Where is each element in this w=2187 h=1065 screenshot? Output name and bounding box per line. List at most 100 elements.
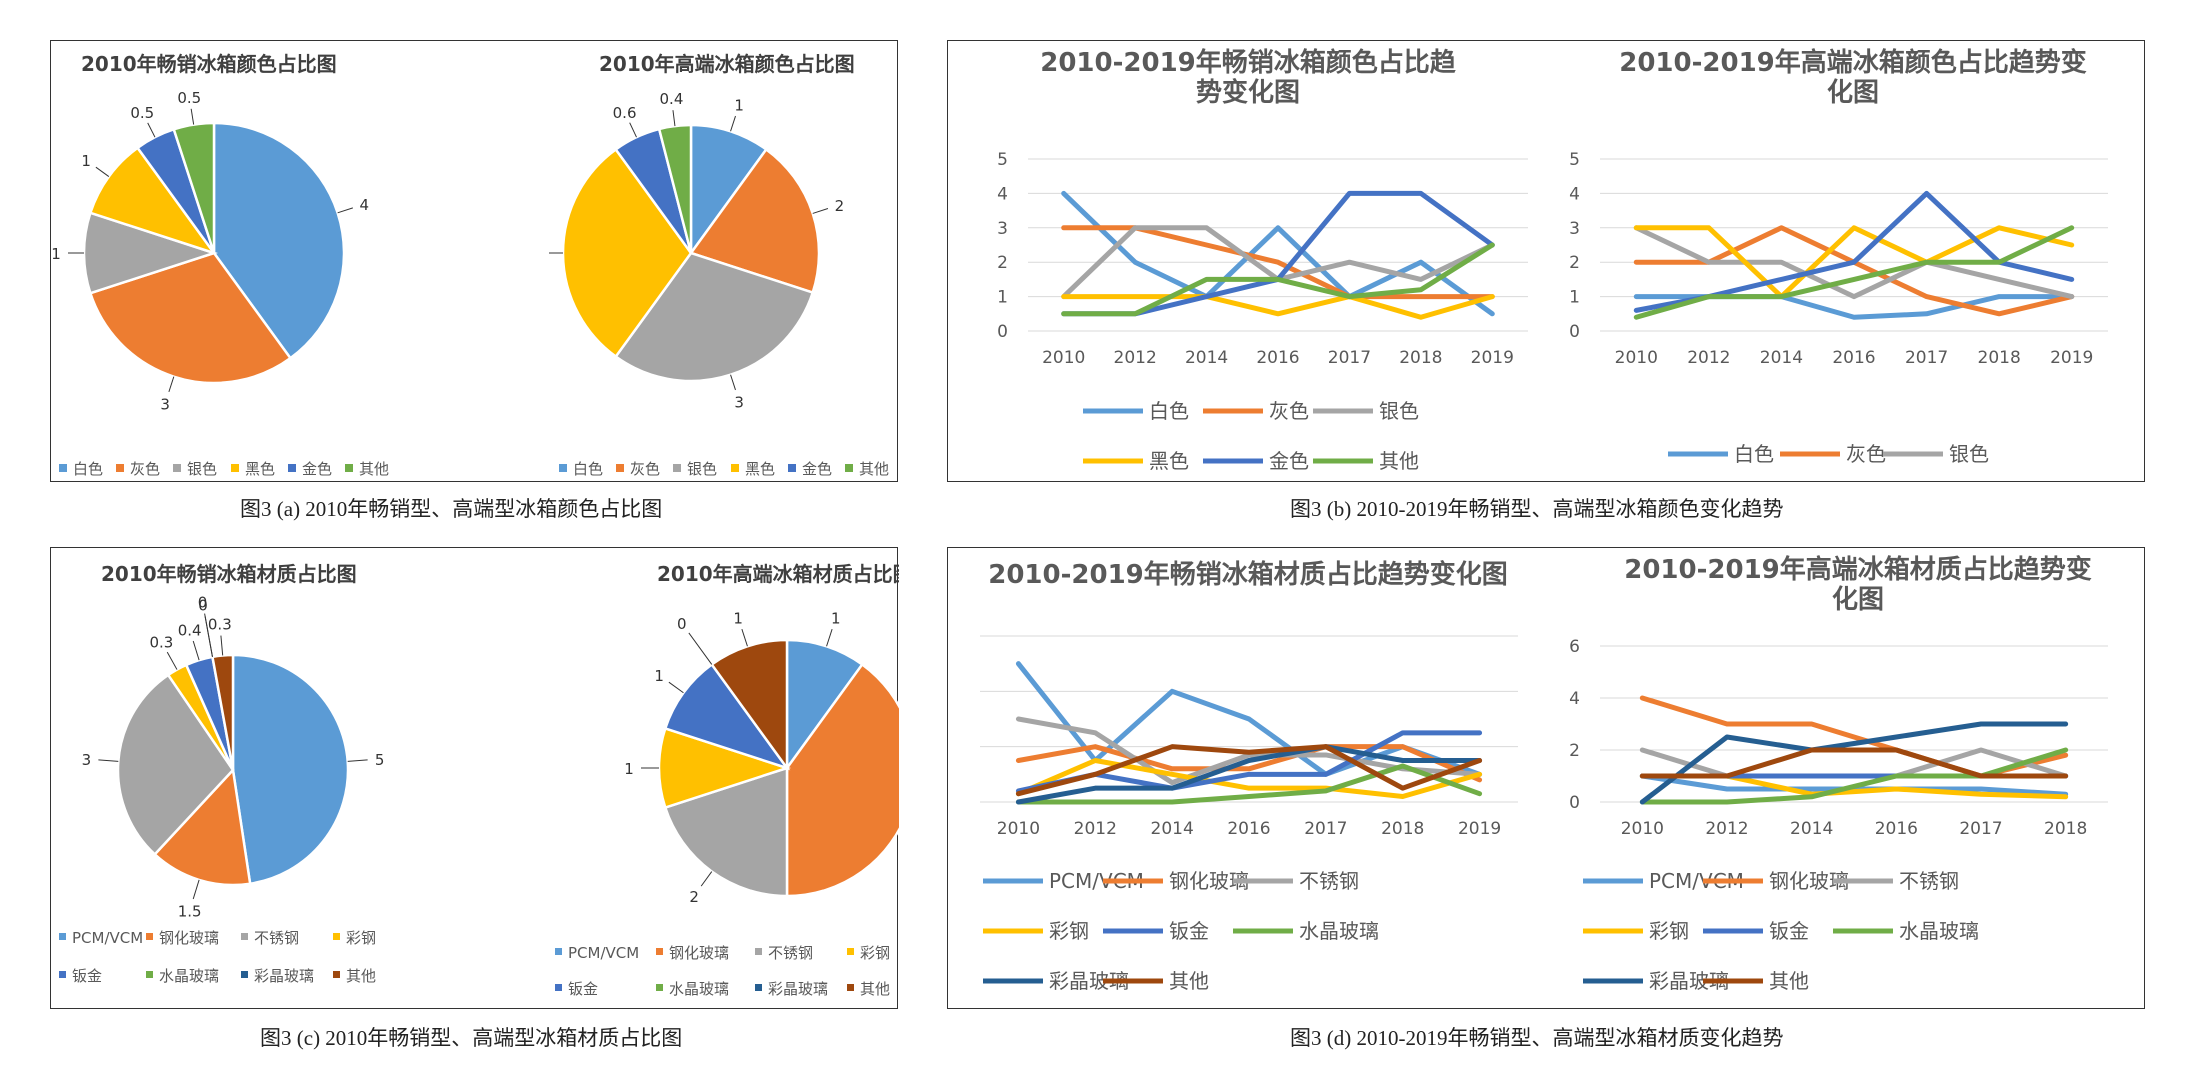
- pie-slices: [657, 638, 899, 898]
- legend-label: 其他: [859, 460, 889, 478]
- x-tick-label: 2019: [1471, 348, 1514, 368]
- pie-slice-3: [663, 766, 789, 898]
- legend-label: 其他: [346, 967, 376, 985]
- legend-label: 黑色: [1149, 449, 1189, 473]
- legend-swatch: [231, 464, 239, 472]
- data-label: 0.3: [208, 616, 232, 634]
- x-tick-label: 2016: [1832, 348, 1875, 368]
- line-color-best: 2010-2019年畅销冰箱颜色占比趋势变化图 0 1 2 3 4 5 2010 2012 201…: [997, 47, 1528, 473]
- series-line-2: [1015, 744, 1483, 783]
- data-label: 0.4: [660, 90, 684, 108]
- leader-line: [826, 628, 833, 647]
- legend-label: 彩晶玻璃: [768, 980, 828, 998]
- pie-slice-3: [614, 251, 815, 383]
- legend-swatch: [755, 948, 762, 955]
- x-tick-label: 2016: [1875, 819, 1918, 839]
- legend-label: 银色: [187, 460, 217, 478]
- legend: 白色 灰色 银色: [1668, 442, 1989, 466]
- series-line-8: [1639, 747, 2069, 779]
- leader-line: [812, 208, 829, 214]
- y-tick-label: 2: [1569, 253, 1580, 273]
- x-tick-label: 2010: [997, 819, 1040, 839]
- series-line-8: [1015, 744, 1483, 797]
- caption-b: 图3 (b) 2010-2019年畅销型、高端型冰箱颜色变化趋势: [1290, 497, 1784, 521]
- legend-label: 白色: [73, 460, 103, 478]
- legend-swatch: [847, 948, 854, 955]
- pie-slice-3: [82, 211, 219, 295]
- legend-label: 不锈钢: [768, 944, 813, 962]
- legend-label: 黑色: [245, 460, 275, 478]
- x-tick-label: 2010: [1042, 348, 1085, 368]
- chart-title-line: 2010-2019年高端冰箱颜色占比趋势变: [1619, 47, 2087, 78]
- legend-label: 彩晶玻璃: [254, 967, 314, 985]
- series-line-4: [1633, 225, 2075, 300]
- series-line-6: [1015, 763, 1483, 805]
- legend-swatch: [345, 464, 353, 472]
- pie-slice-3: [116, 673, 235, 857]
- legend-label: 钣金: [1769, 919, 1809, 943]
- y-tick-label: 0: [1569, 322, 1580, 342]
- legend-swatch: [731, 464, 739, 472]
- data-label: 0: [198, 594, 208, 612]
- legend-label: 其他: [1769, 969, 1809, 993]
- series-line-1: [1015, 661, 1483, 777]
- legend-label: 金色: [802, 460, 832, 478]
- pie-slice-1: [689, 123, 768, 257]
- legend-label: 钣金: [1169, 919, 1209, 943]
- legend-swatch: [656, 984, 663, 991]
- legend-label: 不锈钢: [1899, 869, 1959, 893]
- data-label: 0.5: [177, 89, 201, 107]
- leader-line: [192, 879, 200, 900]
- leader-line: [347, 759, 368, 762]
- x-tick-label: 2016: [1256, 348, 1299, 368]
- data-label: 0: [198, 597, 208, 615]
- data-label: 3: [82, 751, 92, 769]
- series-line-6: [1061, 242, 1495, 317]
- x-tick-label: 2014: [1760, 348, 1803, 368]
- leader-line: [700, 871, 713, 887]
- pie-slices: [561, 123, 821, 383]
- legend-swatch: [555, 984, 562, 991]
- y-tick-label: 2: [997, 253, 1008, 273]
- leader-line: [688, 632, 713, 665]
- legend-label: 不锈钢: [254, 929, 299, 947]
- data-label: 4: [359, 196, 369, 214]
- legend-swatch: [241, 933, 248, 940]
- pie-slice-8: [710, 638, 789, 772]
- legend-swatch: [59, 933, 66, 940]
- x-tick-label: 2010: [1615, 348, 1658, 368]
- legend-label: 白色: [1149, 399, 1189, 423]
- data-label: 5: [375, 751, 385, 769]
- chart-title: 2010年高端冰箱颜色占比图: [599, 52, 855, 76]
- legend-swatch: [146, 971, 153, 978]
- chart-title: 2010-2019年畅销冰箱材质占比趋势变化图: [988, 559, 1508, 590]
- data-label: 1: [734, 97, 744, 115]
- legend-label: 银色: [1379, 399, 1419, 423]
- leader-line: [741, 628, 748, 647]
- x-tick-label: 2014: [1185, 348, 1228, 368]
- legend-label: 水晶玻璃: [159, 967, 219, 985]
- legend-label: 彩钢: [1649, 919, 1689, 943]
- data-label: 0.4: [178, 622, 202, 640]
- x-tick-label: 2019: [1458, 819, 1501, 839]
- pie-slice-4: [561, 147, 693, 359]
- pie-material-high: 2010年高端冰箱材质占比图1421101PCM/VCM钢化玻璃不锈钢彩钢钣金水…: [555, 562, 899, 998]
- caption-a: 图3 (a) 2010年畅销型、高端型冰箱颜色占比图: [240, 497, 663, 521]
- series-line-1: [1061, 190, 1495, 317]
- legend-label: 其他: [359, 460, 389, 478]
- chart-title: 2010年畅销冰箱颜色占比图: [81, 52, 337, 76]
- x-tick-label: 2014: [1790, 819, 1833, 839]
- panel-material-pies: 2010年畅销冰箱材质占比图 5 1.5 3 0.3 0.4 0 0 0.3 PCM/VCM 钢化玻…: [50, 547, 899, 1009]
- data-label: 0: [677, 615, 687, 633]
- leader-line: [668, 681, 684, 694]
- panel-material-trends: 2010-2019年畅销冰箱材质占比趋势变化图 2010 2012 2014 2016 2…: [947, 547, 2145, 1009]
- chart-title-line: 势变化图: [1196, 77, 1300, 108]
- leader-line: [730, 115, 736, 132]
- legend-swatch: [788, 464, 796, 472]
- chart-title-line: 2010-2019年畅销冰箱颜色占比趋: [1040, 47, 1457, 78]
- legend-label: 水晶玻璃: [1299, 919, 1379, 943]
- legend-swatch: [555, 948, 562, 955]
